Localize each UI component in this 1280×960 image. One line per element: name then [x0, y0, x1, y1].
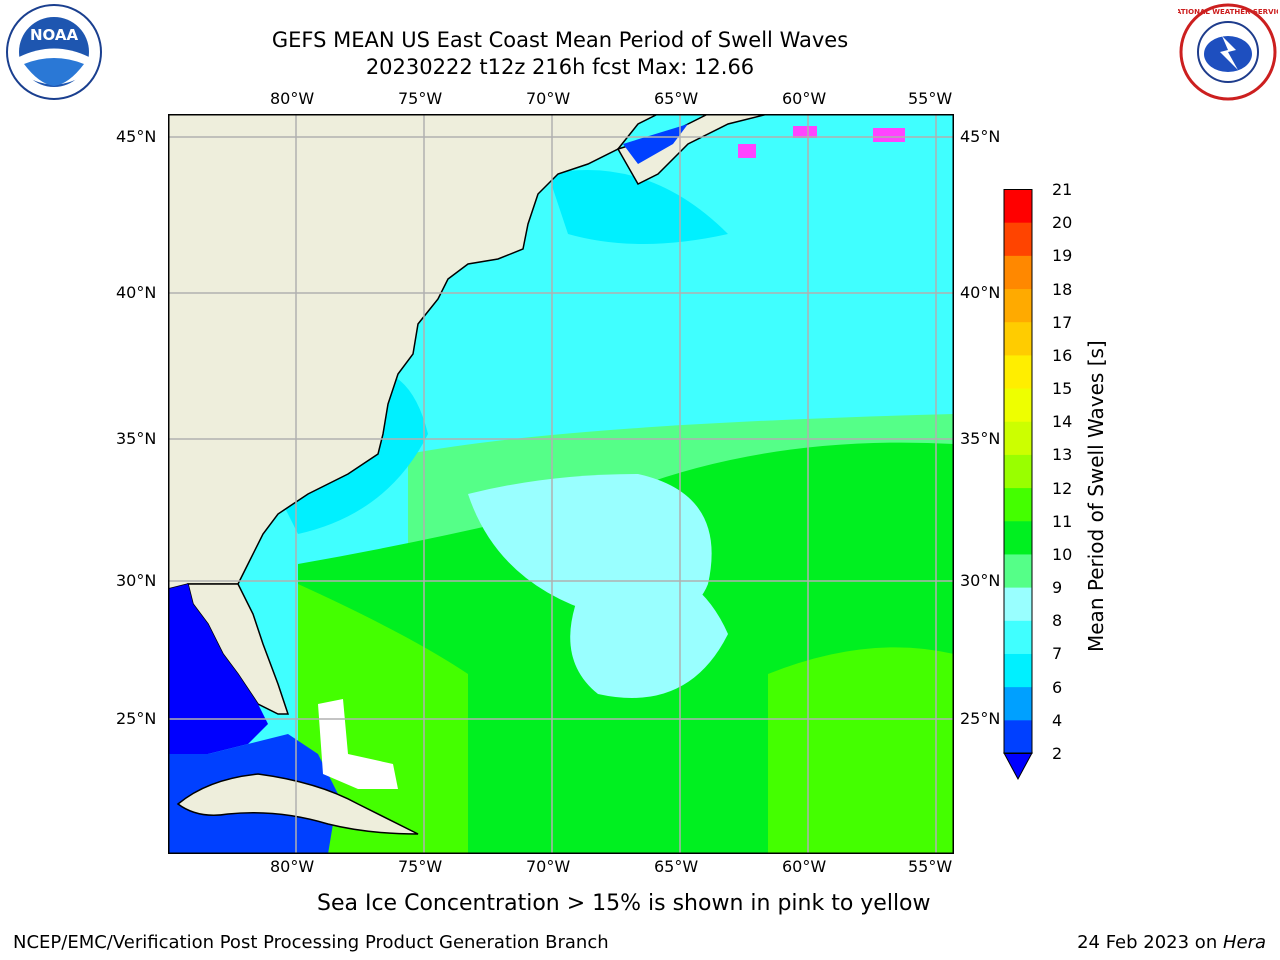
colorbar-tick-label: 4	[1052, 710, 1063, 730]
footer-host: Hera	[1222, 932, 1266, 953]
map-frame	[167, 113, 954, 854]
colorbar-tick-label: 14	[1052, 412, 1073, 432]
colorbar-swatch	[1004, 686, 1032, 721]
colorbar-swatch	[1004, 719, 1032, 754]
colorbar-tick-label: 12	[1052, 478, 1073, 498]
lat-label-right-25n: 25°N	[960, 709, 1001, 728]
cyan-coastal	[548, 170, 728, 244]
colorbar-swatch	[1004, 255, 1032, 290]
noaa-logo-text: NOAA	[30, 26, 79, 44]
noaa-logo: NOAA	[4, 2, 104, 102]
colorbar	[1002, 189, 1034, 781]
lat-label-left-35n: 35°N	[116, 429, 157, 448]
colorbar-tick-label: 17	[1052, 312, 1073, 332]
lon-label-bottom-75w: 75°W	[398, 857, 443, 876]
gulf-deep-blue	[168, 584, 268, 754]
colorbar-swatch	[1004, 421, 1032, 455]
lon-label-top-55w: 55°W	[908, 89, 953, 108]
footer-date-text: 24 Feb 2023 on	[1077, 932, 1223, 953]
land-us-east	[167, 113, 659, 590]
colorbar-tick-labels: 2 4 6 7 8 9 10 11 12 13 14 15 16 17 18 19 20 21	[1040, 0, 1100, 960]
colorbar-tick-label: 19	[1052, 246, 1073, 266]
colorbar-swatch	[1004, 553, 1032, 588]
lat-label-left-45n: 45°N	[116, 127, 157, 146]
chart-title-line-1: GEFS MEAN US East Coast Mean Period of S…	[271, 28, 849, 52]
colorbar-swatch	[1004, 321, 1032, 356]
bahamas-shallow	[318, 699, 398, 789]
colorbar-tick-label: 15	[1052, 379, 1073, 399]
colorbar-tick-label: 2	[1052, 744, 1063, 763]
lon-label-top-60w: 60°W	[782, 89, 827, 108]
colorbar-swatch	[1004, 520, 1032, 555]
colorbar-swatch	[1004, 620, 1032, 654]
lon-label-top-75w: 75°W	[398, 89, 443, 108]
sea-ice-note: Sea Ice Concentration > 15% is shown in …	[317, 891, 931, 916]
colorbar-tick-label: 6	[1052, 677, 1063, 697]
bay-of-fundy	[623, 124, 688, 164]
colorbar-swatch	[1004, 454, 1032, 489]
lon-label-bottom-80w: 80°W	[270, 857, 315, 876]
lat-label-left-30n: 30°N	[116, 571, 157, 590]
lon-label-bottom-70w: 70°W	[526, 857, 571, 876]
sea-ice-patch	[793, 126, 817, 138]
colorbar-swatch	[1004, 222, 1032, 256]
colorbar-swatch	[1004, 288, 1032, 323]
sea-ice-patch-2	[873, 128, 905, 142]
lon-label-bottom-60w: 60°W	[782, 857, 827, 876]
lat-label-right-40n: 40°N	[960, 283, 1001, 302]
colorbar-tick-label: 10	[1052, 544, 1073, 564]
footer-branch: NCEP/EMC/Verification Post Processing Pr…	[13, 932, 609, 953]
map-border	[168, 114, 954, 854]
colorbar-tick-label: 9	[1052, 578, 1063, 598]
sea-ice-patch-3	[738, 144, 756, 158]
chart-title-line-2: 20230222 t12z 216h fcst Max: 12.66	[365, 55, 755, 79]
lat-label-right-45n: 45°N	[960, 127, 1001, 146]
lat-label-right-30n: 30°N	[960, 571, 1001, 590]
colorbar-tick-label: 8	[1052, 611, 1063, 631]
swell-period-map	[167, 113, 954, 854]
land-cuba	[176, 773, 419, 835]
colorbar-tick-label: 11	[1052, 511, 1073, 531]
lime-patch	[768, 647, 954, 854]
lon-label-bottom-55w: 55°W	[908, 857, 953, 876]
colorbar-tick-label: 20	[1052, 213, 1073, 233]
colorbar-title: Mean Period of Swell Waves [s]	[1084, 340, 1108, 652]
colorbar-swatch	[1004, 587, 1032, 621]
lon-label-top-65w: 65°W	[654, 89, 699, 108]
colorbar-swatch	[1004, 653, 1032, 688]
gridlines	[168, 114, 954, 854]
colorbar-swatch	[1004, 487, 1032, 522]
colorbar-swatch	[1004, 354, 1032, 389]
colorbar-swatch	[1004, 189, 1032, 223]
lon-label-top-80w: 80°W	[270, 89, 315, 108]
lon-label-bottom-65w: 65°W	[654, 857, 699, 876]
lat-label-left-40n: 40°N	[116, 283, 157, 302]
lat-label-left-25n: 25°N	[116, 709, 157, 728]
colorbar-frame	[1003, 189, 1033, 754]
colorbar-tick-label: 16	[1052, 345, 1073, 365]
colorbar-under-arrow	[1003, 752, 1033, 781]
colorbar-tick-label: 7	[1052, 644, 1063, 664]
colorbar-tick-label: 18	[1052, 279, 1073, 299]
colorbar-tick-label: 21	[1052, 180, 1073, 199]
footer-date: 24 Feb 2023 on Hera	[1077, 932, 1266, 953]
colorbar-tick-label: 13	[1052, 445, 1073, 465]
lon-label-top-70w: 70°W	[526, 89, 571, 108]
nws-logo-text: NATIONAL WEATHER SERVICE	[1178, 8, 1278, 16]
colorbar-swatch	[1004, 388, 1032, 422]
lat-label-right-35n: 35°N	[960, 429, 1001, 448]
light-cyan-patch-2	[570, 566, 728, 698]
colorbar-swatches	[1003, 189, 1033, 781]
nws-logo: NATIONAL WEATHER SERVICE	[1170, 2, 1280, 102]
